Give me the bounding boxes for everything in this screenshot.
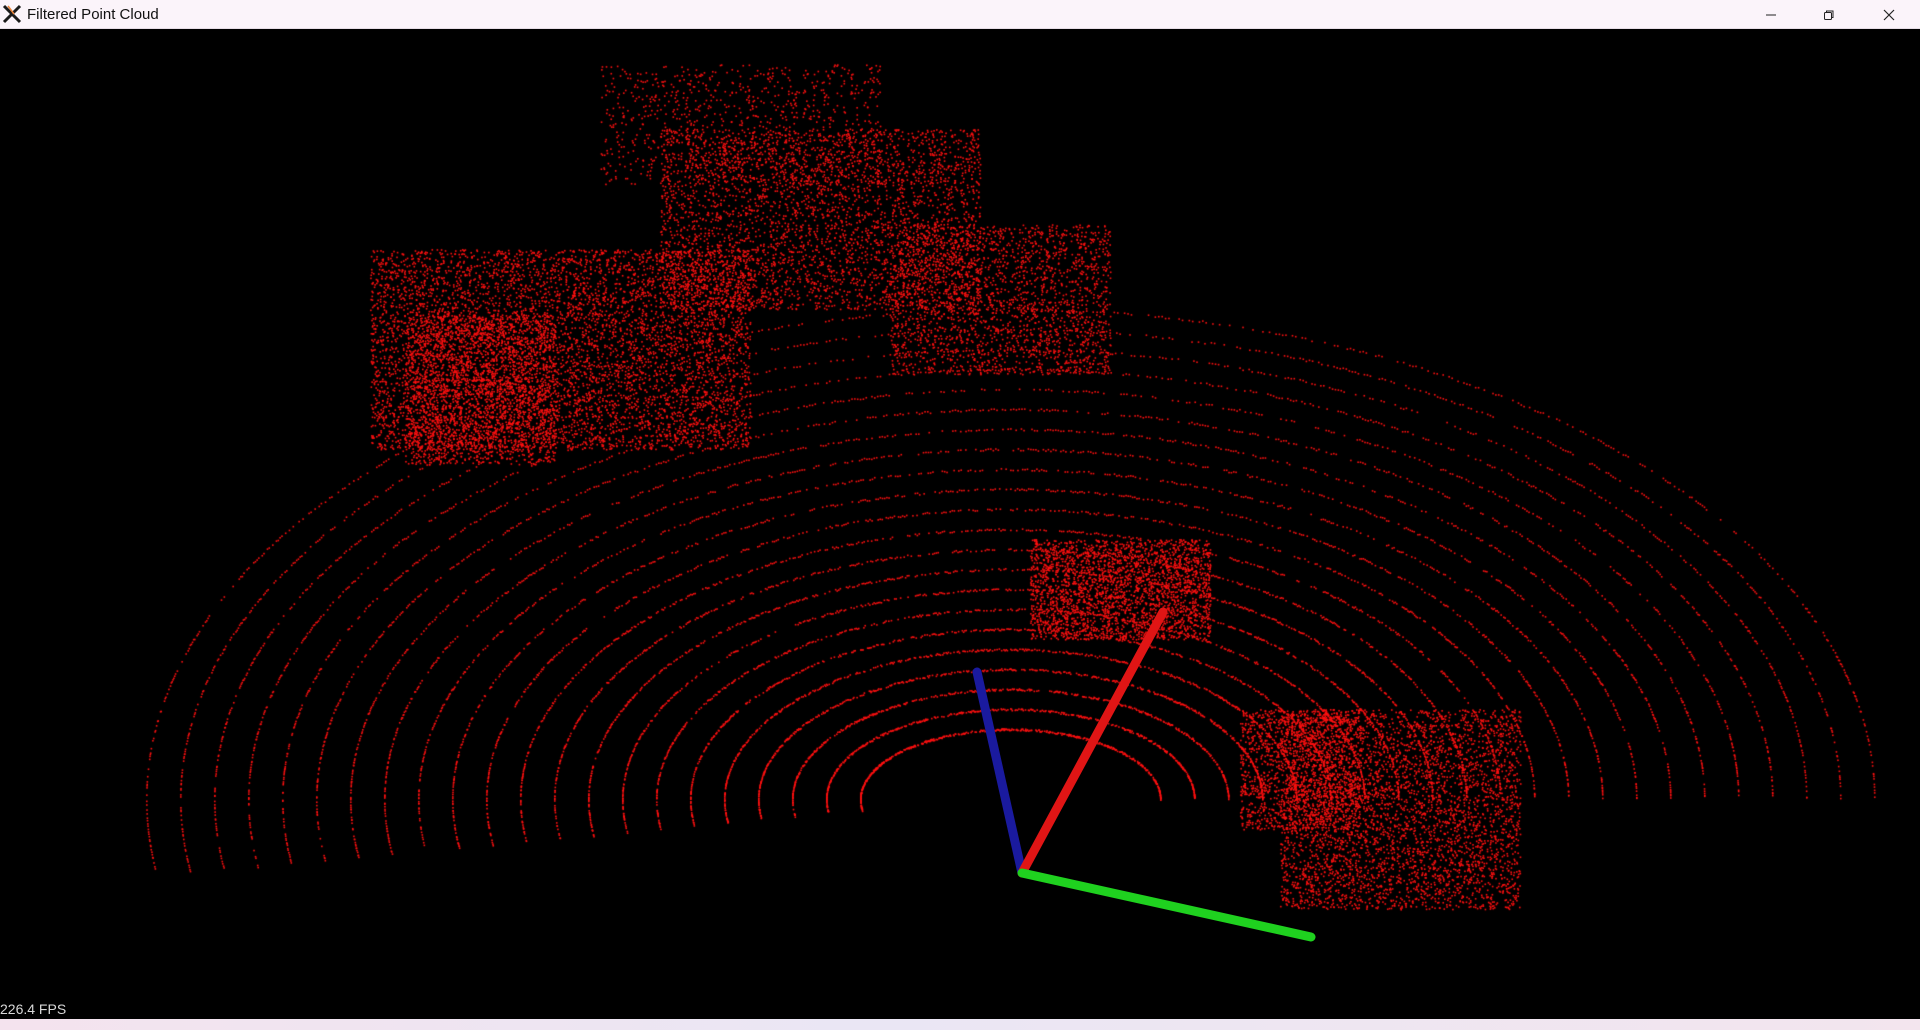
z-axis <box>972 667 1027 878</box>
close-button[interactable] <box>1858 0 1920 29</box>
taskbar-edge <box>0 1019 1920 1030</box>
close-icon <box>1883 9 1895 20</box>
x-axis <box>1017 607 1168 878</box>
minimize-icon <box>1766 14 1776 15</box>
y-axis <box>1017 868 1316 942</box>
window-title: Filtered Point Cloud <box>27 6 159 23</box>
fps-counter: 226.4 FPS <box>0 1001 67 1017</box>
title-bar[interactable]: Filtered Point Cloud <box>0 0 1920 29</box>
x-window-icon <box>2 4 22 24</box>
minimize-button[interactable] <box>1742 0 1800 29</box>
point-cloud <box>0 29 1920 1019</box>
point-cloud-viewport[interactable] <box>0 29 1920 1019</box>
restore-icon <box>1824 10 1834 20</box>
coordinate-axes <box>972 607 1316 942</box>
restore-button[interactable] <box>1800 0 1858 29</box>
